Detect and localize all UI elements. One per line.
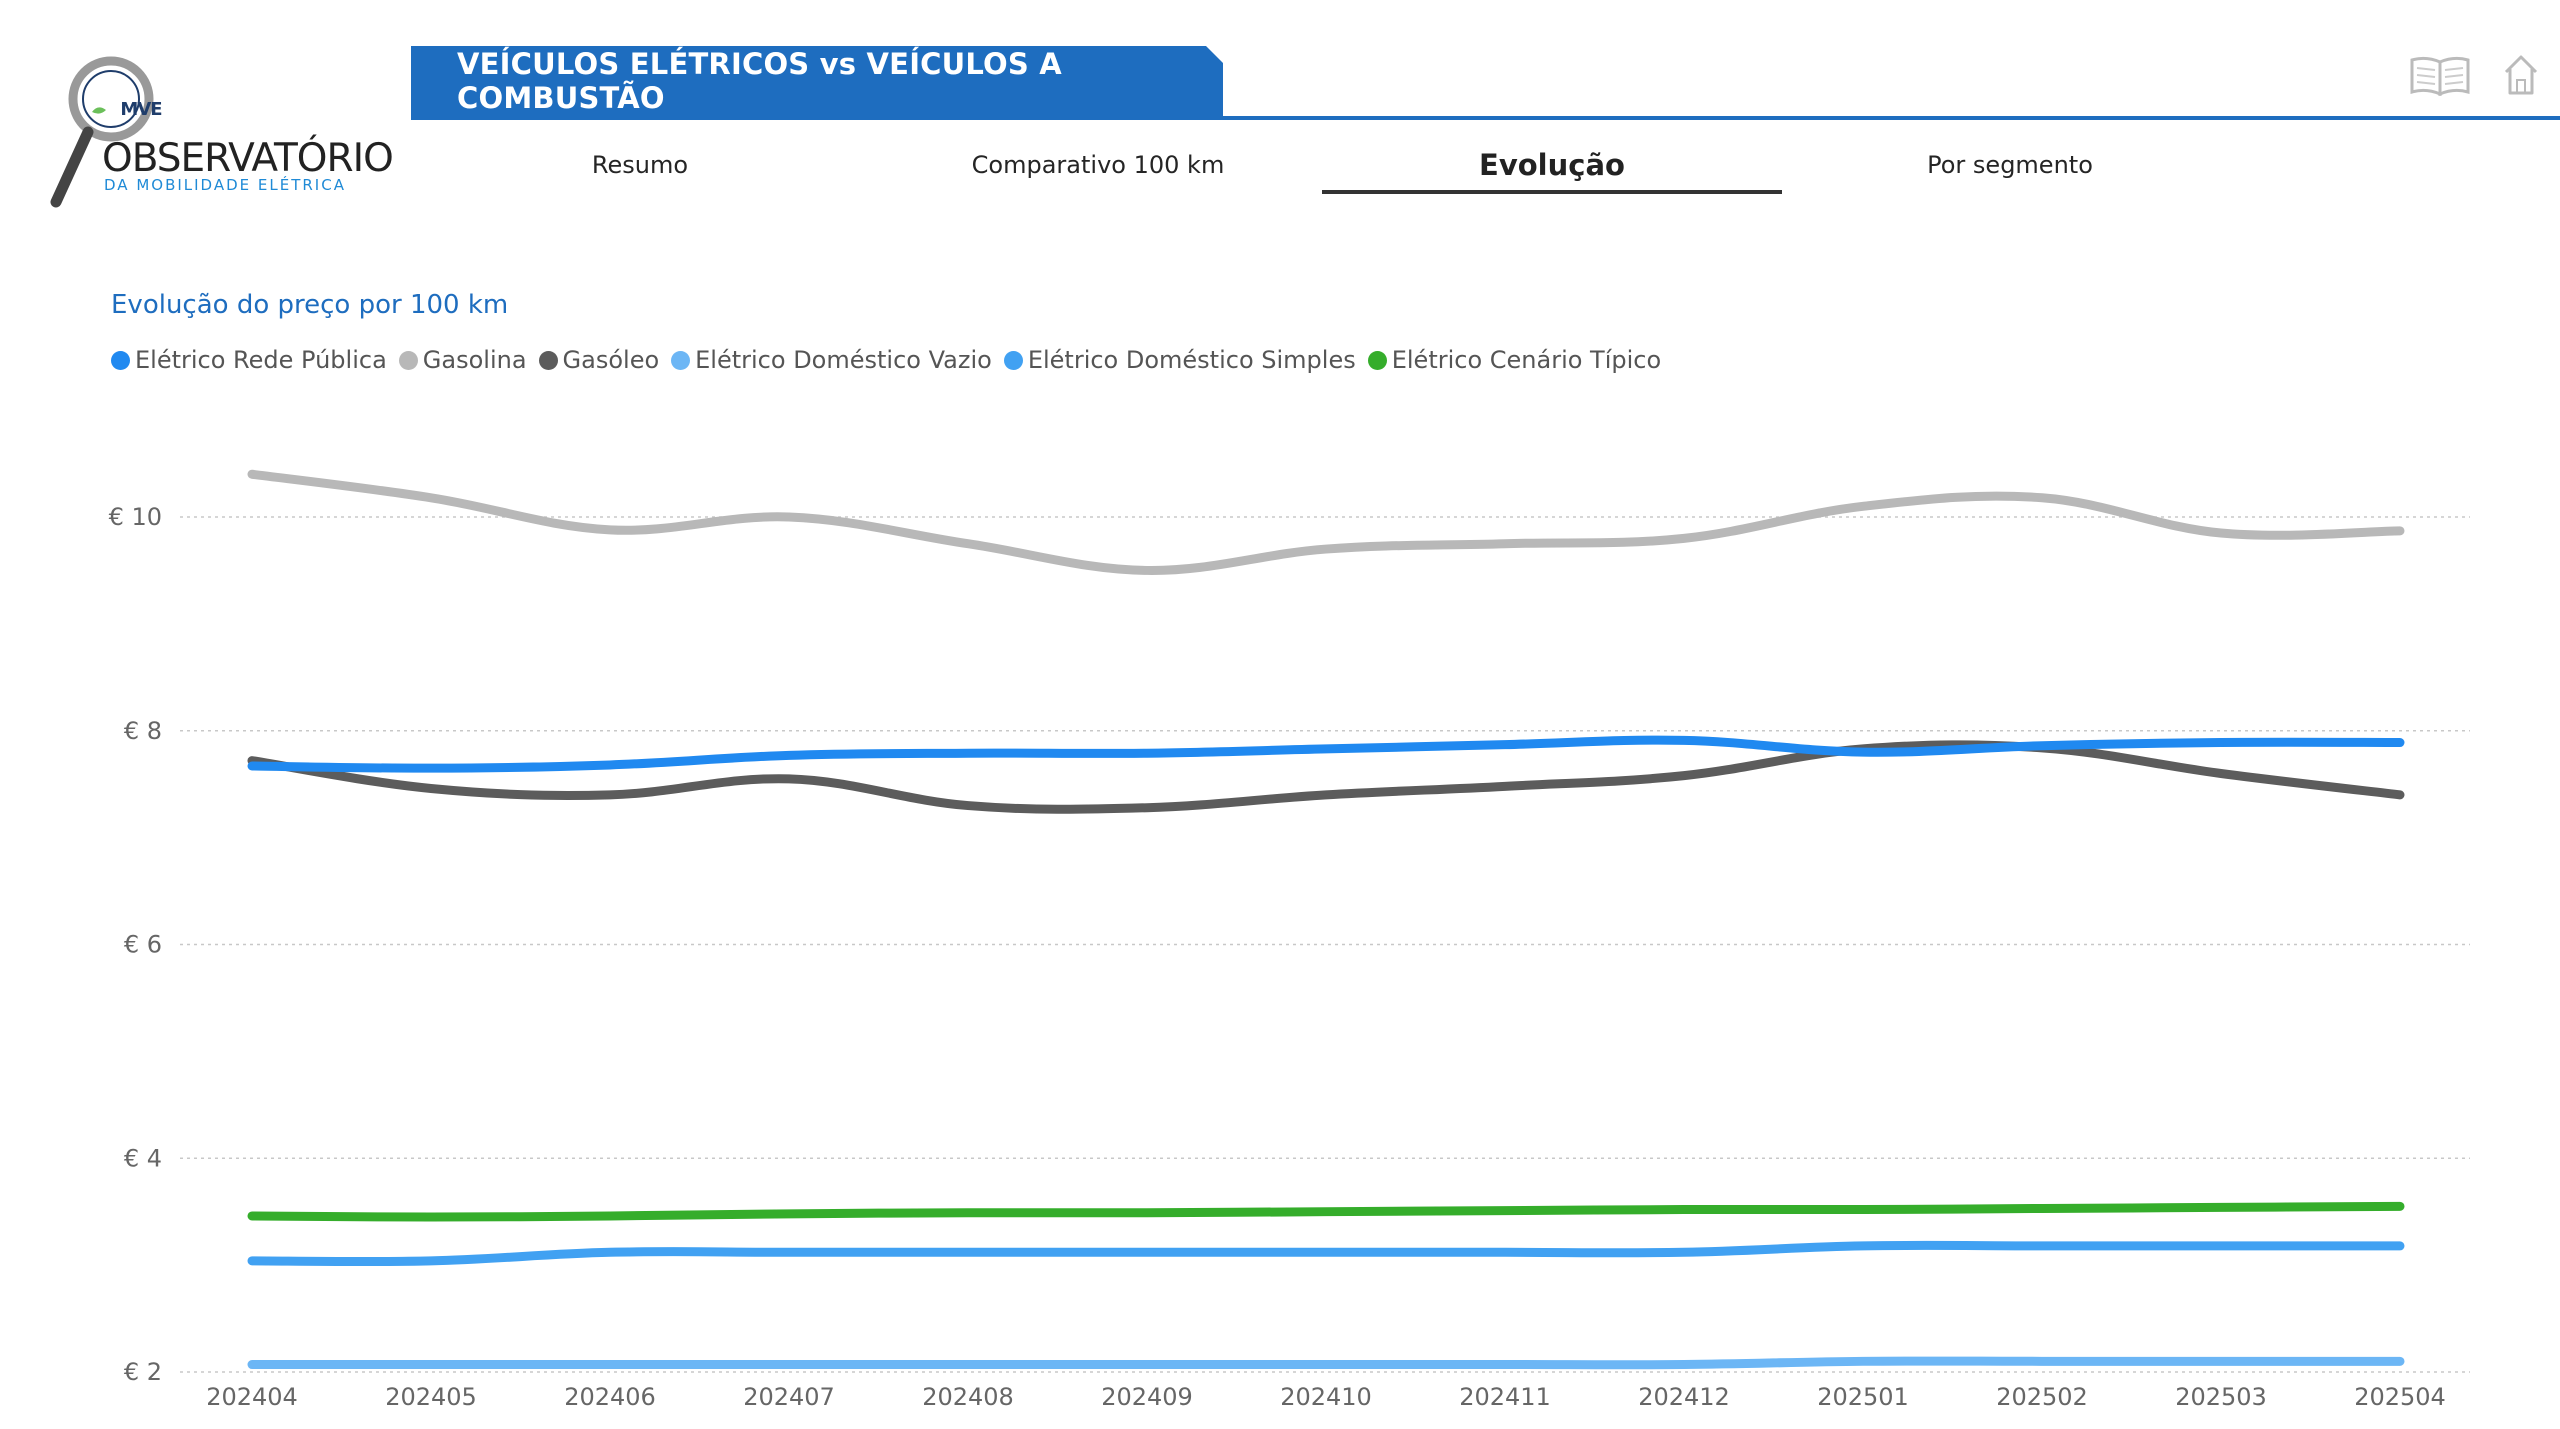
legend-marker <box>1003 350 1023 370</box>
legend-marker <box>1367 350 1387 370</box>
y-tick-label: € 8 <box>124 717 162 745</box>
tab-por-segmento[interactable]: Por segmento <box>1927 151 2093 179</box>
x-tick-label: 202502 <box>1996 1383 2088 1411</box>
y-tick-label: € 10 <box>109 503 162 531</box>
legend-item[interactable]: Gasóleo <box>538 346 660 374</box>
logo-title: OBSERVATÓRIO <box>102 136 394 181</box>
x-tick-label: 202411 <box>1459 1383 1551 1411</box>
series-line-elétrico-doméstico-vazio[interactable] <box>247 1356 2405 1370</box>
x-tick-label: 202410 <box>1280 1383 1372 1411</box>
tab-bar: Resumo Comparativo 100 km Evolução Por s… <box>0 140 2560 200</box>
logo-subtitle: DA MOBILIDADE ELÉTRICA <box>104 176 346 194</box>
legend-item[interactable]: Gasolina <box>398 346 527 374</box>
series-line-elétrico-doméstico-simples[interactable] <box>247 1240 2405 1267</box>
page-title: VEÍCULOS ELÉTRICOS vs VEÍCULOS A COMBUST… <box>457 47 1062 115</box>
page-title-banner: VEÍCULOS ELÉTRICOS vs VEÍCULOS A COMBUST… <box>411 46 1223 116</box>
tab-comparativo[interactable]: Comparativo 100 km <box>971 151 1225 179</box>
legend-marker <box>111 350 130 370</box>
book-icon[interactable] <box>2408 54 2472 96</box>
legend-marker <box>538 350 558 370</box>
legend-label: Elétrico Cenário Típico <box>1391 346 1662 374</box>
legend-item[interactable]: Elétrico Doméstico Simples <box>1003 346 1356 374</box>
legend-label: Elétrico Doméstico Vazio <box>695 346 992 374</box>
legend-item[interactable]: Elétrico Cenário Típico <box>1367 346 1662 374</box>
x-tick-label: 202504 <box>2354 1383 2446 1411</box>
y-tick-label: € 2 <box>124 1358 162 1386</box>
x-tick-label: 202501 <box>1817 1383 1909 1411</box>
logo-badge: MVE <box>120 98 162 120</box>
tab-evolucao[interactable]: Evolução <box>1322 140 1782 194</box>
chart-legend: Elétrico Rede Pública Gasolina Gasóleo E… <box>111 346 1673 374</box>
series-line-elétrico-cenário-típico[interactable] <box>247 1201 2405 1222</box>
x-tick-label: 202408 <box>922 1383 1014 1411</box>
legend-marker <box>398 350 418 370</box>
series-line-gasolina[interactable] <box>247 469 2405 575</box>
legend-label: Gasóleo <box>562 346 660 374</box>
home-icon[interactable] <box>2503 54 2539 96</box>
legend-item[interactable]: Elétrico Rede Pública <box>111 346 387 374</box>
x-tick-label: 202407 <box>743 1383 835 1411</box>
x-tick-label: 202405 <box>385 1383 477 1411</box>
series-line-elétrico-rede-pública[interactable] <box>247 735 2405 773</box>
series-line-gasóleo[interactable] <box>247 740 2405 814</box>
y-tick-label: € 6 <box>124 931 162 959</box>
tab-resumo[interactable]: Resumo <box>591 151 689 179</box>
observatorio-logo: MVE OBSERVATÓRIO DA MOBILIDADE ELÉTRICA <box>40 52 394 222</box>
x-tick-label: 202409 <box>1101 1383 1193 1411</box>
legend-marker <box>671 350 691 370</box>
x-tick-label: 202404 <box>206 1383 298 1411</box>
chart-title: Evolução do preço por 100 km <box>111 290 509 320</box>
x-tick-label: 202503 <box>2175 1383 2267 1411</box>
legend-label: Elétrico Doméstico Simples <box>1027 346 1356 374</box>
header-divider <box>411 116 2560 120</box>
x-tick-label: 202412 <box>1638 1383 1730 1411</box>
legend-item[interactable]: Elétrico Doméstico Vazio <box>671 346 992 374</box>
legend-label: Gasolina <box>422 346 527 374</box>
legend-label: Elétrico Rede Pública <box>135 346 387 374</box>
x-tick-label: 202406 <box>564 1383 656 1411</box>
y-tick-label: € 4 <box>124 1144 162 1172</box>
magnifier-icon <box>50 56 154 208</box>
